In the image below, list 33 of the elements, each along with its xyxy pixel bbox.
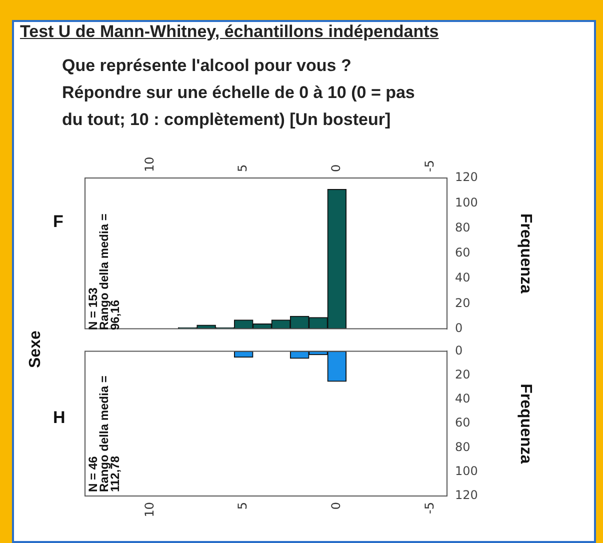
x-tick-label: 10 [142, 156, 156, 172]
y-tick-label: 100 [455, 195, 478, 210]
text: F [53, 212, 64, 232]
y-axis-title: Frequenza [516, 213, 534, 294]
x-tick-label: -5 [422, 502, 436, 514]
y-tick-label: 40 [455, 392, 470, 406]
y-tick-label: 20 [455, 296, 470, 310]
annotation: Rango della media = [97, 376, 111, 492]
y-tick-label: 60 [455, 416, 470, 430]
x-tick-label: 5 [236, 164, 250, 172]
y-tick-label: 120 [455, 488, 478, 502]
y-tick-label: 20 [455, 367, 470, 382]
x-tick-label: 5 [236, 502, 250, 510]
text: H [53, 408, 66, 428]
x-tick-label: 10 [142, 502, 156, 518]
x-tick-label: 0 [329, 502, 344, 510]
annotation: N = 153 [86, 288, 100, 330]
x-tick-label: 0 [329, 164, 344, 172]
annotation: N = 46 [86, 456, 100, 492]
text: Sexe [27, 330, 44, 368]
y-tick-label: 80 [455, 440, 470, 454]
y-tick-label: 40 [455, 270, 470, 285]
y-axis-title: Frequenza [516, 384, 534, 464]
annotation: Rango della media = [97, 214, 111, 330]
x-tick-label: -5 [422, 160, 436, 172]
chart-title: Test U de Mann-Whitney, échantillons indépendants [20, 22, 439, 42]
y-tick-label: 60 [455, 246, 470, 260]
y-tick-label: 100 [455, 464, 478, 478]
y-tick-label: 0 [455, 320, 463, 335]
chart-subtitle: Que représente l'alcool pour vous ? Répondre sur une échelle de 0 à 10 (0 = pas du tout; 10 : complètement) [Un bosteur] [62, 55, 415, 131]
y-tick-label: 120 [455, 170, 478, 184]
y-tick-label: 80 [455, 220, 470, 234]
y-tick-label: 0 [455, 343, 463, 358]
